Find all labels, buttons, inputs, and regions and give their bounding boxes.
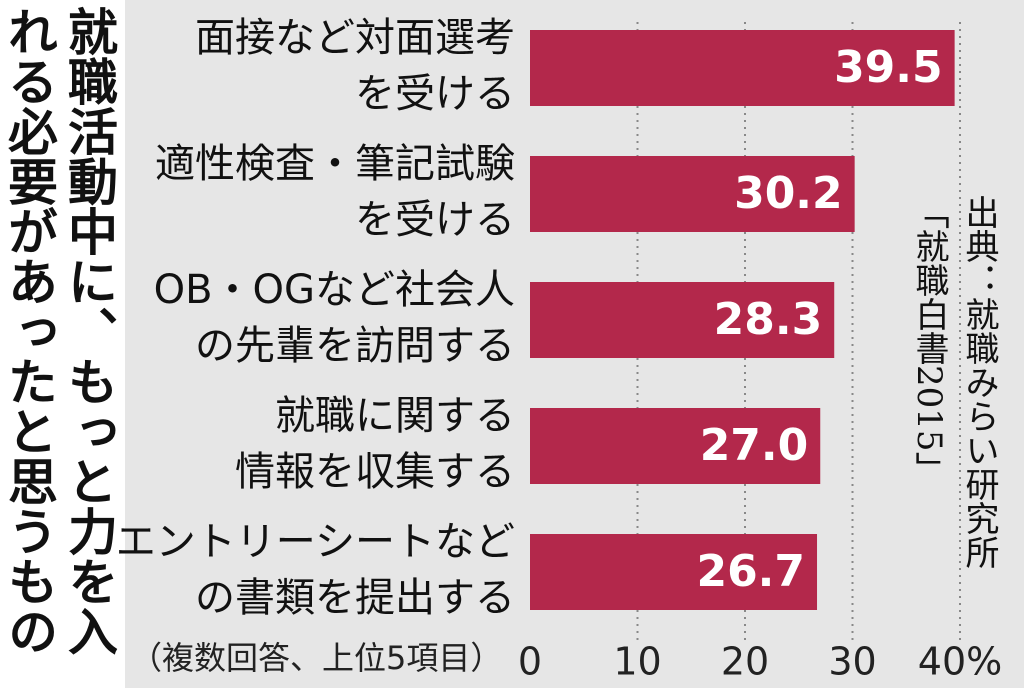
x-tick-label: 40% [918, 640, 1002, 684]
y-tick-label: を受ける [355, 71, 515, 117]
value-label: 26.7 [696, 546, 805, 597]
y-tick-label: エントリーシートなど [116, 519, 515, 565]
value-label: 28.3 [714, 294, 823, 345]
value-label: 27.0 [700, 420, 809, 471]
bar [530, 156, 855, 232]
y-tick-label: 就職に関する [275, 393, 515, 439]
note: （複数回答、上位5項目） [130, 639, 502, 677]
x-tick-label: 30 [828, 640, 876, 684]
y-tick-label: 適性検査・筆記試験 [155, 141, 515, 187]
x-tick-label: 20 [721, 640, 769, 684]
source: 出典：就職みらい研究所 [959, 195, 999, 569]
y-tick-label: を受ける [355, 197, 515, 243]
x-tick-label: 0 [518, 640, 542, 684]
bar [530, 30, 955, 106]
bar [530, 408, 821, 484]
y-tick-label: の書類を提出する [195, 575, 515, 621]
y-tick-label: OB・OGなど社会人 [154, 267, 515, 313]
x-tick-label: 10 [613, 640, 661, 684]
y-tick-label: 情報を収集する [235, 449, 515, 495]
value-label: 39.5 [834, 42, 943, 93]
value-label: 30.2 [734, 168, 843, 219]
y-tick-label: 面接など対面選考 [195, 15, 515, 61]
chart-title: 就職活動中に、もっと力を入 [60, 6, 118, 656]
source: 「就職白書2015」 [909, 195, 949, 486]
y-tick-label: の先輩を訪問する [195, 323, 515, 369]
bar [530, 282, 835, 358]
bar [530, 534, 818, 610]
chart-title: れる必要があったと思うもの [0, 6, 58, 656]
